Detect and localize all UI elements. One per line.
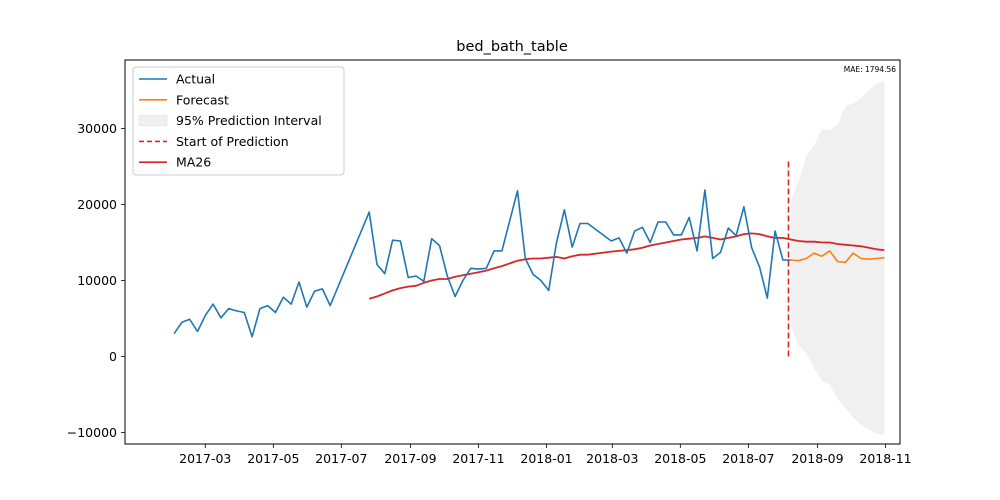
x-tick-label: 2017-03 bbox=[179, 451, 231, 466]
axes-layer: 2017-03 2017-05 2017-07 2017-09 2017-11 2018-… bbox=[67, 121, 912, 466]
actual-line bbox=[173, 189, 791, 338]
legend-start-label: Start of Prediction bbox=[176, 134, 289, 149]
legend: Actual Forecast 95% Prediction Interval Sta… bbox=[132, 66, 345, 176]
y-tick-label: −10000 bbox=[67, 425, 117, 440]
x-tick-label: 2017-09 bbox=[384, 451, 436, 466]
x-tick-label: 2018-11 bbox=[859, 451, 911, 466]
prediction-interval-band bbox=[790, 81, 885, 436]
x-tick-label: 2017-11 bbox=[452, 451, 504, 466]
x-tick-label: 2018-01 bbox=[520, 451, 572, 466]
y-tick-label: 0 bbox=[109, 349, 117, 364]
y-tick-label: 20000 bbox=[77, 197, 117, 212]
y-tick-label: 10000 bbox=[77, 273, 117, 288]
x-tick-label: 2018-05 bbox=[654, 451, 706, 466]
x-tick-label: 2018-03 bbox=[586, 451, 638, 466]
chart-title: bed_bath_table bbox=[456, 39, 568, 55]
x-tick-label: 2018-09 bbox=[791, 451, 843, 466]
y-tick-label: 30000 bbox=[77, 121, 117, 136]
plot-frame bbox=[124, 59, 901, 445]
legend-actual-label: Actual bbox=[176, 72, 215, 87]
x-tick-label: 2017-05 bbox=[247, 451, 299, 466]
mae-annotation: MAE: 1794.56 bbox=[844, 65, 896, 74]
legend-interval-label: 95% Prediction Interval bbox=[176, 113, 322, 128]
lines-layer bbox=[173, 158, 885, 357]
x-tick-label: 2018-07 bbox=[722, 451, 774, 466]
legend-ma26-label: MA26 bbox=[176, 155, 211, 170]
x-tick-label: 2017-07 bbox=[315, 451, 367, 466]
legend-interval-swatch bbox=[138, 115, 168, 126]
interval-layer bbox=[790, 81, 885, 436]
forecast-line bbox=[790, 250, 885, 264]
ma26-line bbox=[368, 232, 885, 300]
legend-box bbox=[132, 66, 345, 176]
legend-forecast-label: Forecast bbox=[176, 92, 229, 107]
